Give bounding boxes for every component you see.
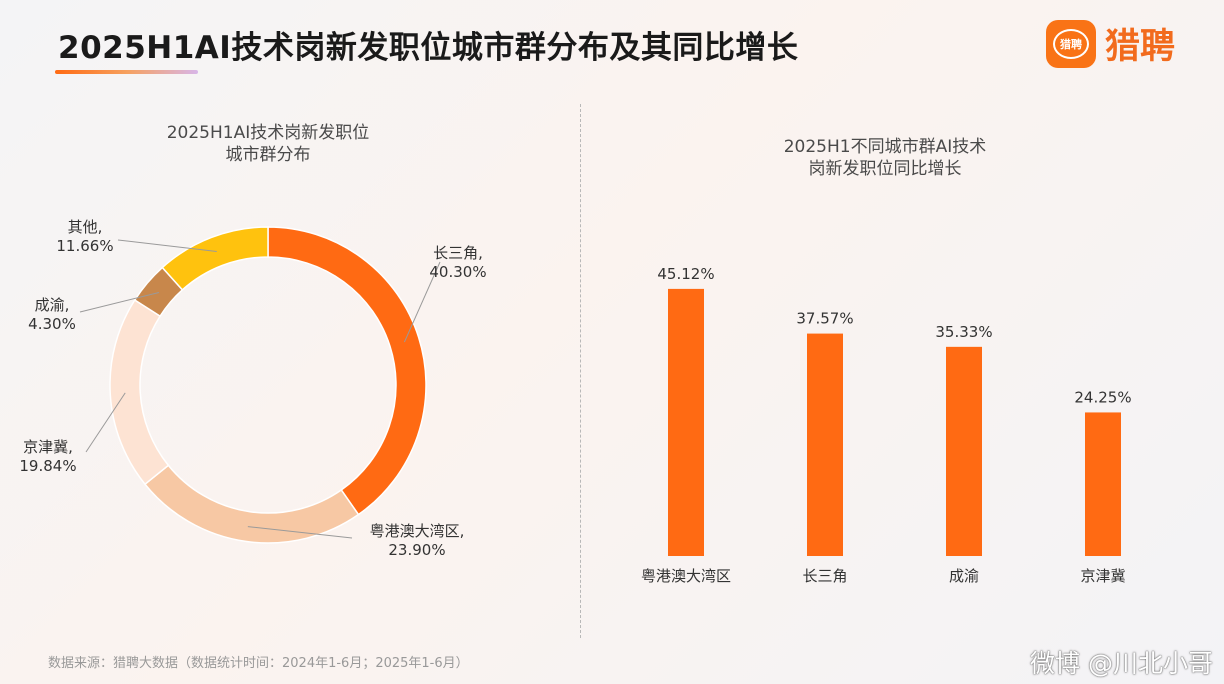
donut-slice-2 xyxy=(109,298,170,486)
watermark: 微博 @川北小哥 xyxy=(1030,649,1213,678)
donut-slice-4 xyxy=(161,226,269,291)
donut-value-label-4: 11.66% xyxy=(56,237,113,255)
donut-value-label-1: 23.90% xyxy=(388,541,445,559)
donut-label-4: 其他, xyxy=(68,218,103,236)
bar-1 xyxy=(807,333,843,556)
source-note: 数据来源：猎聘大数据（数据统计时间：2024年1-6月；2025年1-6月） xyxy=(48,656,469,671)
brand: 猎聘 猎聘 xyxy=(1046,18,1175,69)
donut-value-label-2: 19.84% xyxy=(19,457,76,475)
donut-leader-line-3 xyxy=(79,292,160,313)
donut-slice-0 xyxy=(267,226,427,516)
bar-value-label-3: 24.25% xyxy=(1074,388,1131,406)
donut-label-0: 长三角, xyxy=(433,244,483,262)
bar-value-label-0: 45.12% xyxy=(657,265,714,283)
donut-leader-line-2 xyxy=(85,392,126,453)
title-underline xyxy=(55,70,198,74)
section-divider xyxy=(580,104,581,638)
bar-category-label-1: 长三角 xyxy=(802,567,847,585)
donut-leader-line-1 xyxy=(247,526,353,539)
brand-logo-text: 猎聘 xyxy=(1053,28,1089,59)
bar-0 xyxy=(668,288,704,556)
donut-slice-1 xyxy=(143,464,360,544)
bar-2 xyxy=(946,346,982,556)
bar-value-label-2: 35.33% xyxy=(935,323,992,341)
donut-title-line-2: 城市群分布 xyxy=(225,145,311,165)
bar-category-label-2: 成渝 xyxy=(949,567,979,585)
bar-category-label-3: 京津冀 xyxy=(1080,567,1125,585)
donut-value-label-0: 40.30% xyxy=(429,263,486,281)
donut-label-2: 京津冀, xyxy=(23,438,73,456)
donut-label-3: 成渝, xyxy=(35,296,70,314)
donut-value-label-3: 4.30% xyxy=(28,315,76,333)
bar-3 xyxy=(1085,412,1121,556)
bar-value-label-1: 37.57% xyxy=(796,310,853,328)
donut-title-line-1: 2025H1AI技术岗新发职位 xyxy=(166,123,370,143)
donut-leader-line-0 xyxy=(403,261,441,343)
donut-leader-line-4 xyxy=(117,239,217,252)
bar-title-line-1: 2025H1不同城市群AI技术 xyxy=(783,137,987,157)
brand-logo-icon: 猎聘 xyxy=(1046,19,1096,68)
donut-label-1: 粤港澳大湾区, xyxy=(370,522,465,540)
bar-title-line-2: 岗新发职位同比增长 xyxy=(808,159,962,179)
page-title: 2025H1AI技术岗新发职位城市群分布及其同比增长 xyxy=(58,30,799,66)
bar-chart-title: 2025H1不同城市群AI技术 岗新发职位同比增长 xyxy=(745,136,1025,180)
donut-chart-title: 2025H1AI技术岗新发职位 城市群分布 xyxy=(150,122,386,166)
bar-category-label-0: 粤港澳大湾区 xyxy=(641,567,731,585)
brand-name: 猎聘 xyxy=(1105,27,1176,67)
